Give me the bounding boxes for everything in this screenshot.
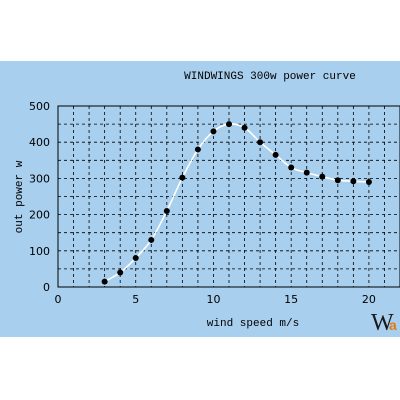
watermark-logo-accent: a [389, 317, 397, 333]
x-axis-label: wind speed m/s [207, 318, 299, 330]
y-axis-label: out power w [14, 160, 26, 233]
data-point [241, 124, 248, 131]
data-point [272, 151, 279, 158]
data-point [148, 236, 155, 243]
data-point [226, 121, 232, 128]
data-point [288, 164, 295, 171]
data-point [194, 146, 201, 153]
data-point [132, 255, 139, 262]
grid [58, 106, 400, 287]
watermark-logo: W [371, 310, 394, 336]
chart-panel [0, 61, 400, 337]
data-point [365, 179, 372, 186]
data-point [319, 173, 326, 180]
y-tick-label: 100 [29, 245, 50, 258]
data-point [257, 139, 264, 146]
y-tick-label: 400 [29, 136, 50, 149]
y-tick-label: 0 [43, 281, 50, 294]
y-tick-label: 200 [29, 209, 50, 222]
plot-frame [57, 105, 400, 288]
x-tick-label: 20 [362, 293, 376, 306]
x-tick-label: 15 [284, 293, 298, 306]
data-point [350, 178, 357, 185]
power-curve-line [104, 123, 369, 283]
data-point [210, 128, 217, 135]
x-tick-label: 5 [132, 293, 139, 306]
x-tick-label: 0 [55, 293, 62, 306]
data-point [334, 177, 341, 184]
data-point [163, 207, 170, 214]
chart-title: WINDWINGS 300w power curve [184, 71, 356, 83]
y-tick-label: 300 [29, 172, 50, 185]
x-tick-label: 10 [206, 293, 220, 306]
data-point [303, 169, 310, 176]
data-point [179, 174, 186, 181]
data-point [101, 278, 108, 285]
data-points [101, 121, 372, 285]
data-point [117, 269, 124, 276]
y-tick-label: 500 [29, 100, 50, 113]
